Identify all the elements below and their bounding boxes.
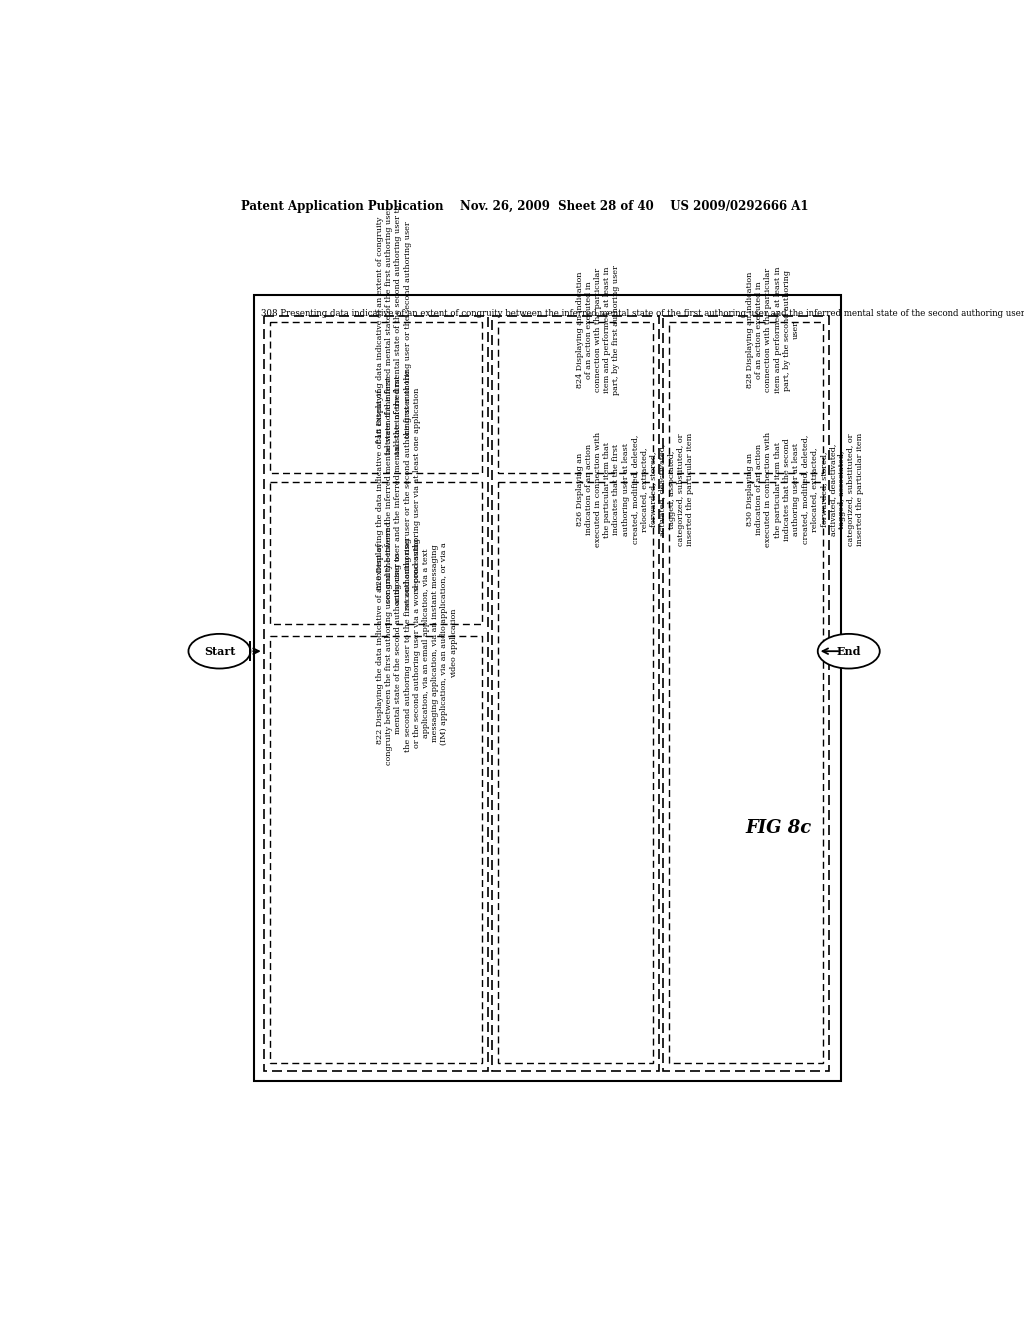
Bar — [263, 317, 488, 1071]
Bar — [499, 322, 652, 473]
Text: 820 Displaying the data indicative of an extent of
congruity between the inferre: 820 Displaying the data indicative of an… — [376, 370, 421, 610]
Text: FIG 8c: FIG 8c — [745, 820, 812, 837]
Bar — [499, 482, 652, 1063]
Bar — [270, 636, 482, 1063]
Text: 308 Presenting data indicative of an extent of congruity between the inferred me: 308 Presenting data indicative of an ext… — [261, 309, 1024, 318]
Bar — [254, 296, 841, 1081]
Text: 830 Displaying an
indication of an action
executed in connection with
the partic: 830 Displaying an indication of an actio… — [746, 432, 864, 546]
Ellipse shape — [188, 634, 251, 668]
Text: Start: Start — [204, 645, 236, 657]
Text: End: End — [837, 645, 861, 657]
Text: 826 Displaying an
indication of an action
executed in connection with
the partic: 826 Displaying an indication of an actio… — [575, 432, 694, 546]
Bar — [663, 317, 829, 1071]
Bar — [669, 322, 823, 473]
Text: 824 Displaying an indication
of an action executed in
connection with the partic: 824 Displaying an indication of an actio… — [575, 265, 621, 395]
Ellipse shape — [818, 634, 880, 668]
Bar — [270, 482, 482, 624]
Text: 828 Displaying an indication
of an action executed in
connection with the partic: 828 Displaying an indication of an actio… — [746, 267, 800, 393]
Bar — [270, 322, 482, 473]
Bar — [669, 482, 823, 1063]
Text: 818 Displaying data indicative of an extent of congruity
between the inferred me: 818 Displaying data indicative of an ext… — [376, 205, 412, 455]
Bar — [493, 317, 658, 1071]
Text: Patent Application Publication    Nov. 26, 2009  Sheet 28 of 40    US 2009/02926: Patent Application Publication Nov. 26, … — [241, 199, 809, 213]
Text: 822 Displaying the data indicative of an extent of
congruity between the first a: 822 Displaying the data indicative of an… — [376, 521, 458, 766]
